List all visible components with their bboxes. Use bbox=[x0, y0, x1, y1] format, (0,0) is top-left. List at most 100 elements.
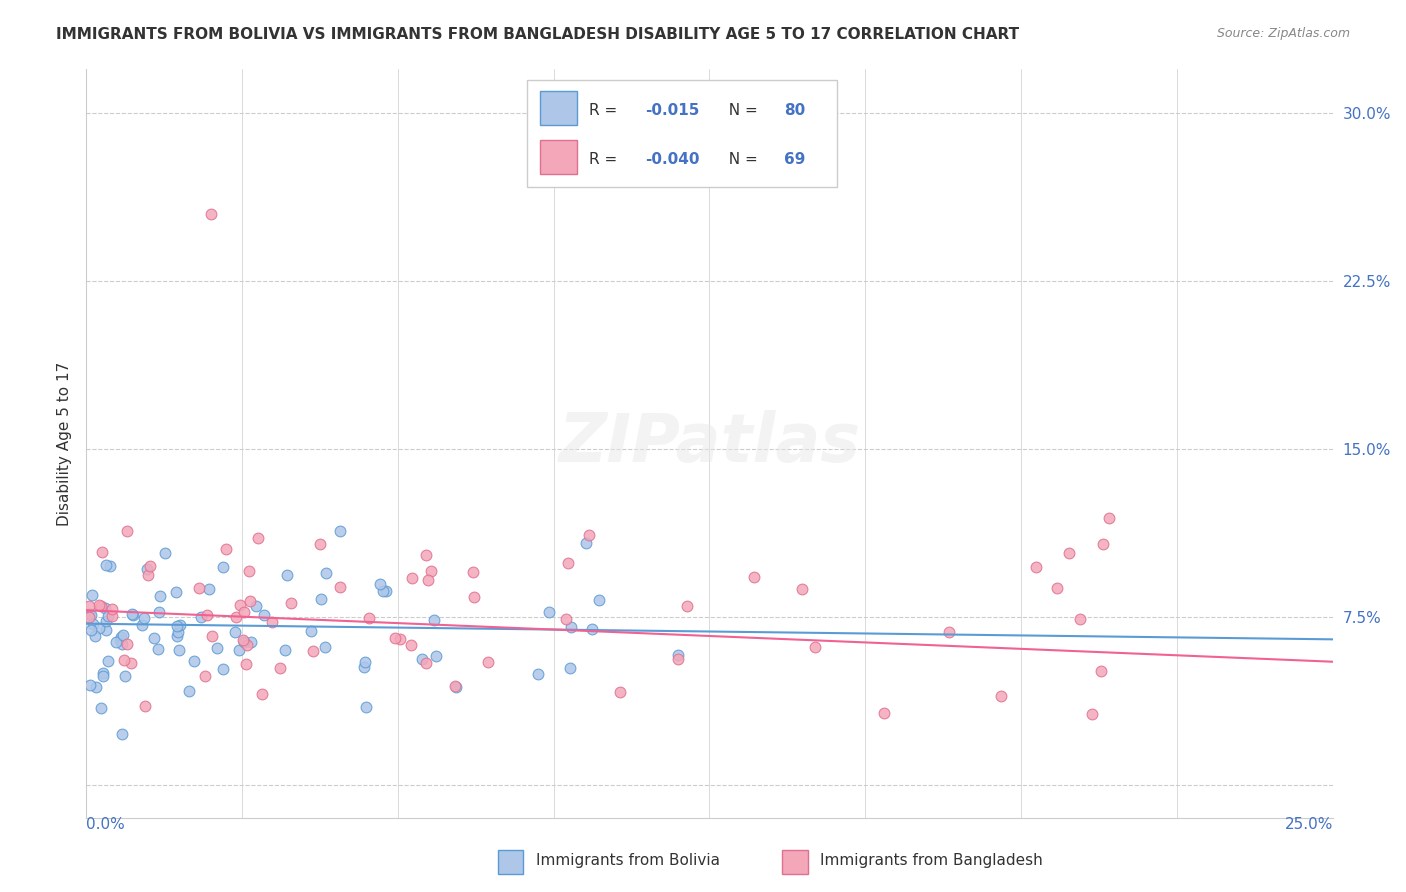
Immigrants from Bolivia bbox=[153, 546, 176, 560]
Immigrants from Bangladesh bbox=[666, 651, 689, 665]
Immigrants from Bangladesh bbox=[676, 599, 699, 613]
Immigrants from Bolivia bbox=[253, 607, 276, 622]
Immigrants from Bangladesh bbox=[384, 631, 406, 645]
Immigrants from Bangladesh bbox=[214, 541, 236, 556]
Immigrants from Bangladesh bbox=[388, 632, 411, 647]
Text: 69: 69 bbox=[785, 152, 806, 167]
Immigrants from Bolivia bbox=[228, 643, 250, 657]
Immigrants from Bangladesh bbox=[1098, 510, 1121, 524]
Bar bbox=[540, 91, 576, 125]
Text: IMMIGRANTS FROM BOLIVIA VS IMMIGRANTS FROM BANGLADESH DISABILITY AGE 5 TO 17 COR: IMMIGRANTS FROM BOLIVIA VS IMMIGRANTS FR… bbox=[56, 27, 1019, 42]
Immigrants from Bangladesh bbox=[1090, 664, 1112, 678]
Immigrants from Bolivia bbox=[79, 623, 101, 637]
Immigrants from Bangladesh bbox=[1046, 581, 1069, 595]
Immigrants from Bangladesh bbox=[269, 661, 291, 675]
Immigrants from Bangladesh bbox=[1057, 546, 1080, 560]
Immigrants from Bolivia bbox=[121, 607, 143, 621]
Immigrants from Bolivia bbox=[353, 655, 375, 669]
Immigrants from Bolivia bbox=[146, 641, 169, 656]
Immigrants from Bolivia bbox=[96, 614, 118, 628]
Immigrants from Bangladesh bbox=[359, 611, 381, 625]
Immigrants from Bangladesh bbox=[90, 599, 112, 613]
Immigrants from Bangladesh bbox=[329, 580, 352, 594]
Immigrants from Bolivia bbox=[575, 536, 598, 550]
Immigrants from Bangladesh bbox=[112, 653, 135, 667]
Immigrants from Bangladesh bbox=[201, 629, 224, 643]
Immigrants from Bolivia bbox=[198, 582, 221, 596]
Text: Source: ZipAtlas.com: Source: ZipAtlas.com bbox=[1216, 27, 1350, 40]
Text: -0.040: -0.040 bbox=[645, 152, 699, 167]
Immigrants from Bangladesh bbox=[399, 638, 422, 652]
Immigrants from Bolivia bbox=[274, 642, 297, 657]
Immigrants from Bangladesh bbox=[229, 598, 252, 612]
Immigrants from Bangladesh bbox=[609, 685, 631, 699]
Immigrants from Bolivia bbox=[375, 583, 398, 598]
Text: 80: 80 bbox=[785, 103, 806, 118]
Immigrants from Bolivia bbox=[423, 613, 446, 627]
Immigrants from Bolivia bbox=[87, 621, 110, 635]
Immigrants from Bolivia bbox=[90, 701, 112, 715]
Immigrants from Bangladesh bbox=[1025, 560, 1047, 574]
Immigrants from Bolivia bbox=[588, 592, 610, 607]
Immigrants from Bolivia bbox=[354, 700, 377, 714]
Immigrants from Bolivia bbox=[148, 606, 170, 620]
Immigrants from Bangladesh bbox=[200, 207, 222, 221]
Immigrants from Bangladesh bbox=[578, 528, 600, 542]
Immigrants from Bolivia bbox=[581, 622, 603, 636]
Text: R =: R = bbox=[589, 103, 623, 118]
Immigrants from Bolivia bbox=[190, 610, 212, 624]
Immigrants from Bangladesh bbox=[557, 556, 579, 570]
Immigrants from Bangladesh bbox=[89, 598, 111, 612]
Bar bbox=[498, 849, 523, 874]
Immigrants from Bangladesh bbox=[804, 640, 827, 654]
Immigrants from Bolivia bbox=[112, 628, 135, 642]
Immigrants from Bangladesh bbox=[1092, 537, 1115, 551]
Bar bbox=[783, 849, 808, 874]
Immigrants from Bolivia bbox=[97, 654, 120, 668]
Immigrants from Bangladesh bbox=[225, 610, 247, 624]
Immigrants from Bolivia bbox=[425, 649, 447, 664]
Text: R =: R = bbox=[589, 152, 623, 167]
Immigrants from Bangladesh bbox=[77, 609, 100, 624]
Immigrants from Bolivia bbox=[84, 629, 107, 643]
Immigrants from Bangladesh bbox=[308, 537, 330, 551]
Immigrants from Bangladesh bbox=[554, 612, 576, 626]
Text: 25.0%: 25.0% bbox=[1285, 817, 1333, 832]
Immigrants from Bolivia bbox=[110, 630, 132, 644]
Immigrants from Bolivia bbox=[315, 566, 337, 581]
Immigrants from Bolivia bbox=[666, 648, 689, 662]
Immigrants from Bolivia bbox=[239, 635, 262, 649]
Immigrants from Bolivia bbox=[299, 624, 322, 638]
Immigrants from Bangladesh bbox=[136, 568, 159, 582]
Immigrants from Bangladesh bbox=[139, 558, 162, 573]
Immigrants from Bangladesh bbox=[1069, 612, 1091, 626]
Immigrants from Bolivia bbox=[86, 680, 108, 694]
Immigrants from Bolivia bbox=[111, 727, 134, 741]
Immigrants from Bangladesh bbox=[1081, 707, 1104, 722]
Immigrants from Bangladesh bbox=[401, 571, 423, 585]
Immigrants from Bolivia bbox=[166, 624, 188, 639]
Immigrants from Bolivia bbox=[94, 623, 117, 637]
Immigrants from Bangladesh bbox=[418, 573, 440, 587]
Immigrants from Bangladesh bbox=[301, 644, 323, 658]
Immigrants from Bangladesh bbox=[477, 655, 499, 669]
Immigrants from Bolivia bbox=[212, 662, 235, 676]
Immigrants from Bolivia bbox=[96, 558, 118, 573]
Immigrants from Bolivia bbox=[97, 609, 120, 624]
Immigrants from Bolivia bbox=[353, 659, 375, 673]
Immigrants from Bangladesh bbox=[262, 615, 284, 630]
Immigrants from Bolivia bbox=[224, 625, 246, 640]
Immigrants from Bangladesh bbox=[91, 545, 114, 559]
Immigrants from Bolivia bbox=[177, 684, 200, 698]
Immigrants from Bolivia bbox=[309, 592, 332, 607]
Immigrants from Bolivia bbox=[560, 661, 582, 675]
FancyBboxPatch shape bbox=[527, 80, 837, 187]
Immigrants from Bolivia bbox=[111, 637, 134, 651]
Immigrants from Bolivia bbox=[166, 629, 188, 643]
Immigrants from Bolivia bbox=[183, 654, 205, 668]
Immigrants from Bangladesh bbox=[233, 605, 256, 619]
Immigrants from Bolivia bbox=[79, 678, 101, 692]
Immigrants from Bangladesh bbox=[420, 564, 443, 578]
Immigrants from Bolivia bbox=[132, 611, 155, 625]
Text: Immigrants from Bolivia: Immigrants from Bolivia bbox=[536, 854, 720, 868]
